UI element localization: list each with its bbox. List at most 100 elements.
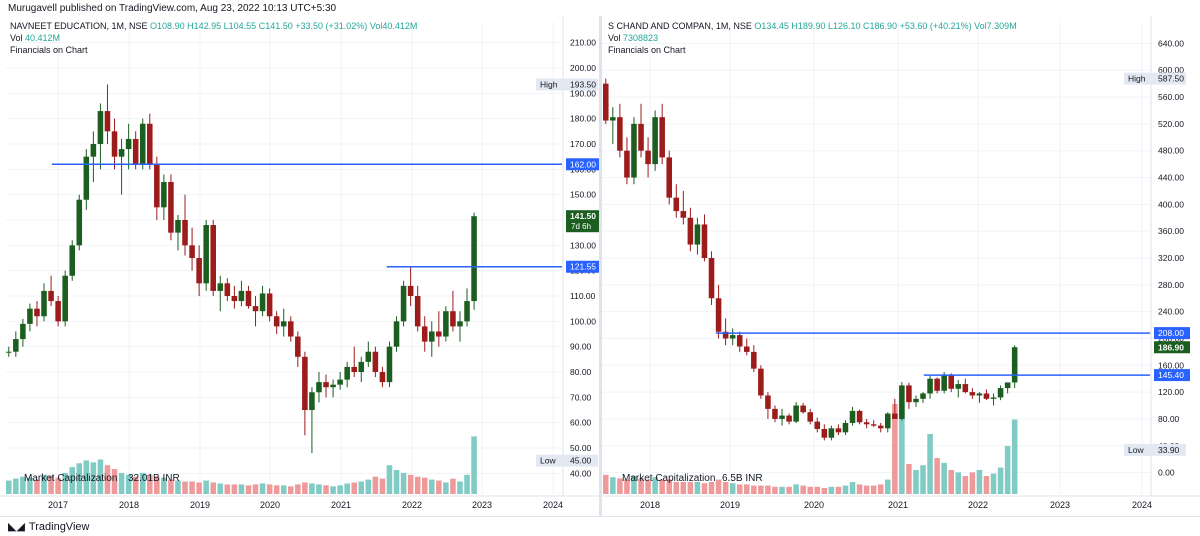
last-price-tag-bg (1154, 341, 1190, 354)
candle-body (729, 335, 736, 339)
volume-bar (793, 484, 799, 494)
volume-bar (863, 485, 870, 494)
candle-body (906, 385, 912, 403)
volume-bar (76, 463, 83, 494)
volume-bar (97, 459, 104, 494)
volume-bar (104, 465, 111, 494)
volume-bar (302, 482, 308, 494)
panel-divider[interactable] (599, 16, 602, 516)
x-tick-label: 2019 (720, 500, 740, 510)
volume-bar (934, 458, 940, 494)
volume-bar (779, 486, 785, 494)
candle-body (104, 111, 111, 132)
y-tick-label: 400.00 (1158, 199, 1184, 209)
volume-bar (948, 470, 954, 494)
financials-label-right[interactable]: Financials on Chart (608, 45, 686, 55)
ohlc-high-right: H189.90 (791, 21, 826, 31)
high-tag-value: 193.50 (570, 79, 596, 89)
chart-panel-right[interactable]: 640.00 600.00 560.00 520.00 480.00 440.00 400.… (602, 16, 1200, 516)
candle-body (450, 311, 456, 327)
candle-body (870, 424, 877, 426)
candle-body (161, 182, 167, 208)
candle-body (62, 275, 68, 322)
candle-body (125, 138, 132, 150)
volume-bar (288, 486, 294, 494)
candle-body (680, 211, 687, 218)
ohlc-low-right: L126.10 (827, 21, 861, 31)
x-tick-label: 2024 (1132, 500, 1152, 510)
candle-body (927, 378, 933, 394)
candle-body (90, 144, 97, 157)
volume-bar (259, 483, 266, 494)
ohlc-open-right: O134.45 (754, 21, 789, 31)
y-tick-label: 160.00 (1158, 360, 1184, 370)
candle-body (400, 285, 407, 322)
publisher-line: Murugavell published on TradingView.com,… (8, 3, 337, 14)
candle-body (920, 393, 926, 399)
chart-canvas-right[interactable]: 640.00 600.00 560.00 520.00 480.00 440.00 400.… (602, 16, 1200, 516)
price-tag-bg (1124, 443, 1186, 456)
volume-bar (154, 476, 160, 494)
volume-bar (429, 479, 435, 494)
candle-body (673, 197, 680, 212)
chart-panel-left[interactable]: 210.00200.00190.00180.00170.00160.00150.… (0, 16, 599, 516)
financials-label-left[interactable]: Financials on Chart (10, 45, 88, 55)
volume-bar (758, 485, 764, 494)
vol-label-left: Vol (10, 33, 23, 43)
y-tick-label: 600.00 (1158, 65, 1184, 75)
volume-bar (224, 484, 231, 494)
candle-body (744, 346, 750, 352)
candle-body (948, 375, 954, 389)
candle-body (309, 392, 315, 410)
volume-bar (69, 467, 75, 494)
candle-body (856, 410, 863, 423)
legend-left: NAVNEET EDUCATION, 1M, NSE O108.90 H142.… (10, 20, 417, 56)
volume-bar (280, 485, 287, 494)
last-price-countdown: 7d 6h (571, 222, 591, 231)
volume-bar (62, 472, 68, 494)
y-tick-label: 280.00 (1158, 280, 1184, 290)
candle-body (997, 388, 1004, 398)
y-tick-label: 180.00 (570, 114, 596, 124)
y-tick-label: 110.00 (570, 291, 596, 301)
tradingview-logo[interactable]: ◣◢ TradingView (8, 520, 89, 534)
candle-body (330, 384, 336, 388)
volume-bar (175, 480, 181, 494)
volume-bar (906, 464, 912, 494)
vol-label-right: Vol (608, 33, 621, 43)
candle-body (814, 421, 821, 429)
y-tick-label: 90.00 (570, 342, 592, 352)
volume-bar (828, 486, 835, 494)
market-cap-label: Market Capitalization (24, 473, 117, 484)
candle-body (323, 382, 329, 388)
candle-body (842, 422, 849, 433)
volume-bar (386, 465, 393, 494)
candle-body (252, 306, 259, 312)
candle-body (429, 331, 435, 342)
x-tick-label: 2018 (640, 500, 660, 510)
x-tick-label: 2021 (888, 500, 908, 510)
candle-body (344, 366, 350, 380)
candle-body (765, 395, 771, 409)
volume-bar (252, 484, 259, 494)
volume-bar (941, 462, 947, 494)
symbol-line-left: NAVNEET EDUCATION, 1M, NSE (10, 21, 148, 31)
y-tick-label: 520.00 (1158, 119, 1184, 129)
candle-body (48, 290, 54, 302)
volume-bar (245, 485, 252, 494)
y-tick-label: 560.00 (1158, 92, 1184, 102)
volume-bar (161, 477, 167, 494)
candle-body (885, 413, 891, 429)
candle-body (139, 123, 146, 165)
last-price-tag-bg (566, 210, 599, 233)
candle-body (414, 296, 421, 327)
chart-canvas-left[interactable]: 210.00200.00190.00180.00170.00160.00150.… (0, 16, 599, 516)
volume-bar (659, 479, 665, 494)
candle-body (701, 224, 708, 258)
volume-bar (365, 479, 372, 494)
ohlc-vol-right: Vol7.309M (974, 21, 1017, 31)
ohlc-close-right: C186.90 (863, 21, 898, 31)
volume-bar (464, 474, 470, 494)
high-tag-label: High (540, 79, 558, 89)
x-tick-label: 2019 (190, 500, 210, 510)
